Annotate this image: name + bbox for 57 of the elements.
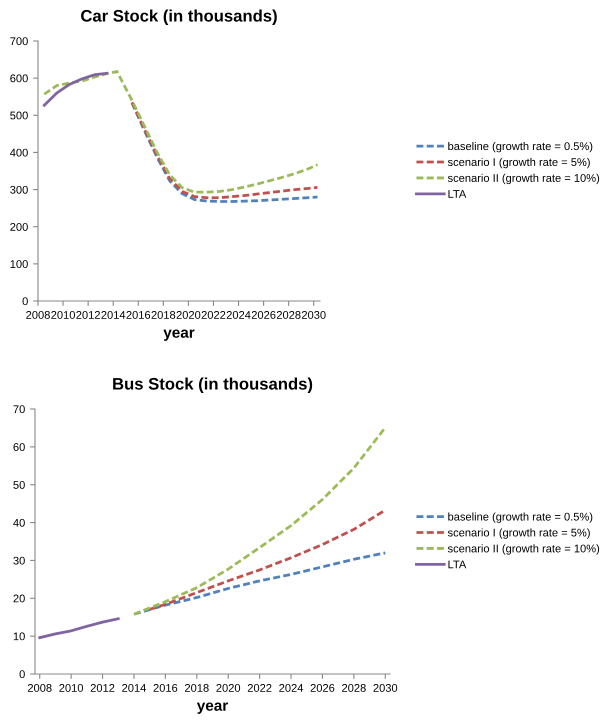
y-tick-label: 50 — [13, 480, 25, 489]
x-tick-label: 2010 — [51, 311, 75, 319]
y-tick-label: 20 — [13, 594, 25, 602]
x-tick-label: 2024 — [279, 684, 304, 692]
x-tick-label: 2012 — [90, 684, 114, 692]
x-tick-label: 2008 — [28, 684, 52, 692]
x-tick-label: 2026 — [310, 684, 334, 692]
legend-label: scenario I (growth rate = 5%) — [448, 528, 590, 539]
legend-label: scenario II (growth rate = 10%) — [448, 174, 600, 184]
y-tick-label: 100 — [10, 260, 28, 268]
x-tick-label: 2014 — [122, 684, 146, 692]
x-tick-label: 2016 — [126, 311, 150, 319]
x-tick-label: 2012 — [76, 311, 100, 319]
x-tick-label: 2030 — [302, 311, 326, 319]
x-tick-label: 2018 — [184, 684, 209, 692]
chart-title: Bus Stock (in thousands) — [113, 377, 312, 394]
y-tick-label: 60 — [13, 443, 25, 451]
y-tick-label: 600 — [10, 74, 28, 82]
line-series — [38, 617, 120, 640]
x-tick-label: 2022 — [202, 311, 226, 319]
y-tick-label: 400 — [10, 148, 28, 157]
y-tick-label: 0 — [20, 670, 25, 678]
chart-title: Car Stock (in thousands) — [81, 9, 277, 26]
legend-label: baseline (growth rate = 0.5%) — [448, 512, 592, 523]
x-axis-title: year — [163, 329, 194, 341]
x-tick-label: 2020 — [216, 684, 240, 692]
legend-label: LTA — [448, 560, 466, 568]
x-tick-label: 2026 — [252, 311, 276, 319]
x-tick-label: 2008 — [26, 311, 50, 319]
y-tick-label: 500 — [10, 112, 28, 120]
x-tick-label: 2010 — [59, 684, 84, 692]
x-tick-label: 2018 — [152, 311, 176, 319]
x-tick-label: 2016 — [154, 684, 178, 692]
y-tick-label: 700 — [10, 37, 28, 46]
y-tick-label: 200 — [10, 222, 28, 231]
x-tick-label: 2020 — [176, 311, 200, 319]
y-tick-label: 40 — [13, 518, 25, 527]
legend-label: baseline (growth rate = 0.5%) — [448, 142, 592, 152]
x-tick-label: 2024 — [226, 311, 251, 319]
x-tick-label: 2030 — [373, 684, 398, 692]
x-tick-label: 2028 — [276, 311, 301, 319]
x-tick-label: 2028 — [342, 684, 366, 692]
y-tick-label: 300 — [10, 186, 28, 194]
x-tick-label: 2022 — [248, 684, 272, 692]
x-tick-label: 2014 — [101, 311, 126, 319]
y-tick-label: 10 — [14, 632, 25, 640]
legend-label: LTA — [448, 190, 466, 198]
line-series — [42, 72, 108, 107]
line-series — [132, 426, 387, 616]
x-axis-title: year — [196, 702, 228, 714]
legend-label: scenario II (growth rate = 10%) — [448, 544, 600, 555]
y-tick-label: 70 — [13, 405, 25, 414]
line-series — [132, 551, 387, 616]
y-tick-label: 30 — [13, 556, 25, 565]
legend-label: scenario I (growth rate = 5%) — [448, 158, 590, 168]
y-tick-label: 0 — [22, 297, 28, 306]
line-series — [42, 70, 319, 194]
